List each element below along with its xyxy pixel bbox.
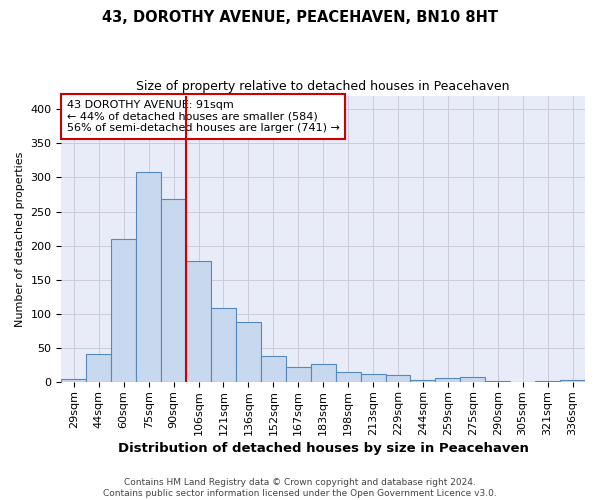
Bar xyxy=(361,374,386,382)
X-axis label: Distribution of detached houses by size in Peacehaven: Distribution of detached houses by size … xyxy=(118,442,529,455)
Bar xyxy=(311,364,335,382)
Bar xyxy=(161,200,186,382)
Bar xyxy=(211,308,236,382)
Bar xyxy=(136,172,161,382)
Title: Size of property relative to detached houses in Peacehaven: Size of property relative to detached ho… xyxy=(136,80,510,93)
Bar xyxy=(86,354,111,382)
Bar xyxy=(436,378,460,382)
Text: Contains HM Land Registry data © Crown copyright and database right 2024.
Contai: Contains HM Land Registry data © Crown c… xyxy=(103,478,497,498)
Bar xyxy=(111,239,136,382)
Bar xyxy=(560,380,585,382)
Bar xyxy=(261,356,286,382)
Bar xyxy=(485,381,510,382)
Bar xyxy=(335,372,361,382)
Bar xyxy=(61,379,86,382)
Bar xyxy=(386,376,410,382)
Text: 43 DOROTHY AVENUE: 91sqm
← 44% of detached houses are smaller (584)
56% of semi-: 43 DOROTHY AVENUE: 91sqm ← 44% of detach… xyxy=(67,100,340,133)
Bar xyxy=(286,366,311,382)
Y-axis label: Number of detached properties: Number of detached properties xyxy=(15,151,25,326)
Text: 43, DOROTHY AVENUE, PEACEHAVEN, BN10 8HT: 43, DOROTHY AVENUE, PEACEHAVEN, BN10 8HT xyxy=(102,10,498,25)
Bar xyxy=(186,262,211,382)
Bar xyxy=(535,381,560,382)
Bar xyxy=(236,322,261,382)
Bar xyxy=(410,380,436,382)
Bar xyxy=(460,377,485,382)
